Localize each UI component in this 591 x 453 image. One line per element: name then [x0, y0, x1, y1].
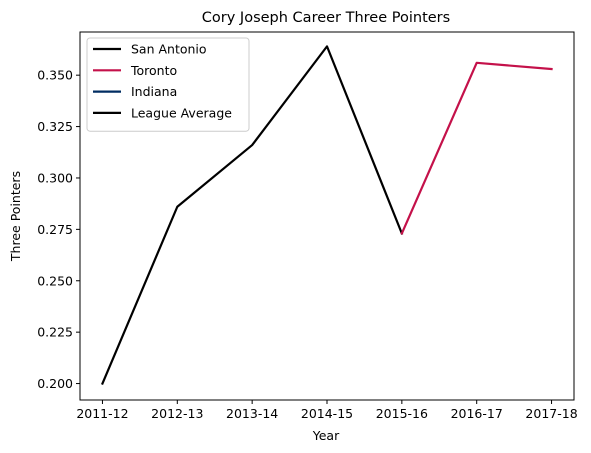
y-tick-label: 0.350 [37, 68, 73, 83]
x-axis-label: Year [312, 428, 340, 443]
chart-title: Cory Joseph Career Three Pointers [202, 10, 450, 26]
legend-label-san-antonio: San Antonio [131, 42, 207, 57]
y-tick-label: 0.275 [37, 222, 73, 237]
y-tick-label: 0.200 [37, 376, 73, 391]
y-tick-label: 0.225 [37, 325, 73, 340]
x-tick-label: 2013-14 [226, 406, 278, 421]
x-tick-label: 2015-16 [376, 406, 428, 421]
y-tick-label: 0.325 [37, 119, 73, 134]
x-tick-label: 2012-13 [151, 406, 203, 421]
legend-label-indiana: Indiana [131, 84, 177, 99]
legend-label-toronto: Toronto [130, 63, 177, 78]
y-tick-label: 0.300 [37, 170, 73, 185]
legend: San Antonio Toronto Indiana League Average [86, 37, 250, 132]
y-tick-label: 0.250 [37, 273, 73, 288]
series-line-toronto [400, 61, 553, 235]
x-tick-label: 2014-15 [301, 406, 353, 421]
series-line-san-antonio [101, 45, 404, 385]
x-tick-label: 2017-18 [525, 406, 577, 421]
x-tick-label: 2011-12 [76, 406, 128, 421]
legend-label-league-average: League Average [131, 105, 232, 120]
y-axis-label: Three Pointers [8, 171, 23, 262]
legend-box [86, 37, 250, 132]
x-tick-label: 2016-17 [451, 406, 503, 421]
